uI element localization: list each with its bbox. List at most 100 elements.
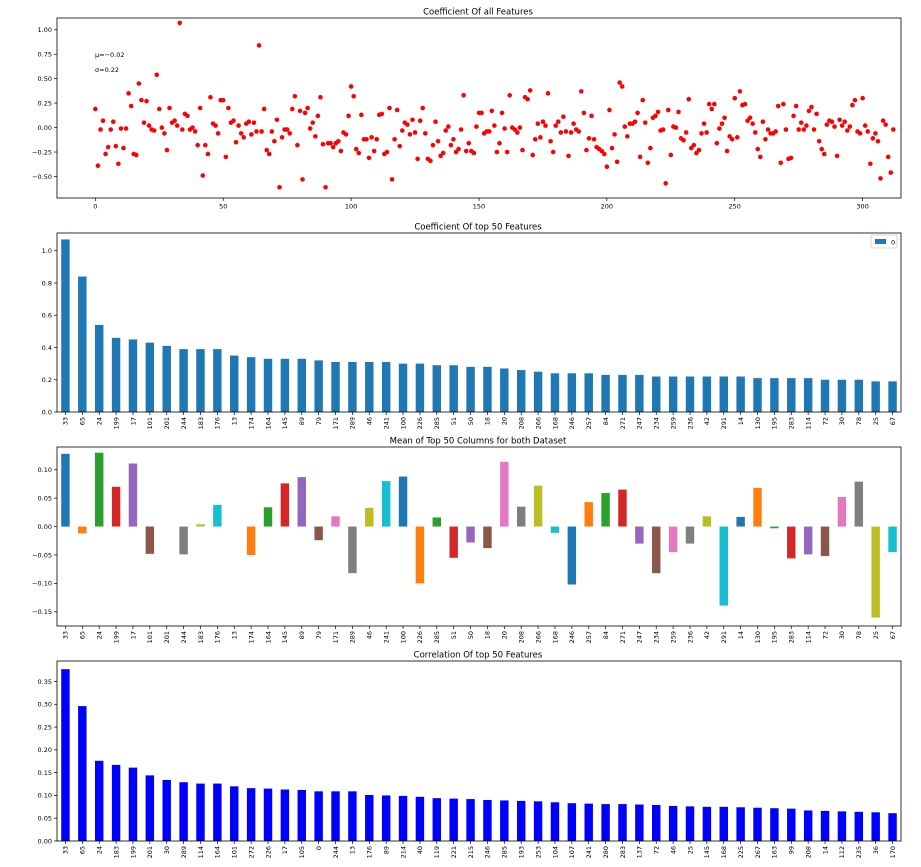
scatter-point bbox=[750, 121, 755, 126]
bar bbox=[871, 812, 880, 841]
scatter-point bbox=[233, 139, 239, 145]
bar bbox=[618, 804, 627, 841]
bar bbox=[128, 767, 138, 841]
bar bbox=[736, 516, 745, 527]
x-tick-label: 13 bbox=[231, 417, 239, 425]
scatter-y-axis: 1.00 0.75 0.50 0.25 0.00 −0.25 −0.50 bbox=[32, 26, 57, 181]
scatter-point bbox=[637, 154, 643, 160]
x-tick-label: 291 bbox=[720, 631, 728, 643]
scatter-point bbox=[157, 106, 162, 112]
y-tick-label: 1.00 bbox=[38, 26, 52, 34]
bar bbox=[449, 365, 458, 412]
x-tick-label: 214 bbox=[399, 846, 407, 858]
x-tick-label: 24 bbox=[96, 846, 104, 854]
bar bbox=[533, 801, 543, 841]
scatter-point bbox=[338, 148, 344, 154]
y-tick-label: 0.05 bbox=[38, 494, 52, 502]
scatter-point bbox=[717, 126, 722, 131]
x-tick-label: 100 bbox=[345, 203, 357, 211]
scatter-point bbox=[847, 124, 853, 129]
x-tick-label: 289 bbox=[349, 631, 357, 643]
scatter-point bbox=[144, 98, 149, 104]
x-tick-label: 208 bbox=[804, 846, 812, 858]
scatter-point bbox=[781, 101, 786, 107]
x-tick-label: 51 bbox=[450, 417, 458, 425]
scatter-point bbox=[591, 137, 597, 142]
x-tick-label: 193 bbox=[518, 846, 526, 858]
bar bbox=[871, 381, 880, 412]
scatter-point bbox=[397, 143, 403, 149]
scatter-point bbox=[146, 123, 152, 128]
scatter-point bbox=[451, 137, 456, 142]
x-tick-label: 291 bbox=[720, 417, 728, 429]
x-tick-label: 208 bbox=[518, 417, 526, 429]
scatter-point bbox=[318, 94, 323, 100]
scatter-point bbox=[121, 145, 126, 151]
bar bbox=[94, 760, 104, 841]
bar bbox=[736, 807, 745, 841]
scatter-point bbox=[448, 142, 454, 148]
x-tick-label: 25 bbox=[872, 631, 880, 639]
scatter-point bbox=[128, 103, 134, 109]
x-tick-label: 33 bbox=[62, 631, 70, 639]
x-tick-label: 241 bbox=[585, 846, 593, 858]
bar bbox=[213, 504, 222, 527]
bar bbox=[803, 810, 813, 841]
bar bbox=[516, 800, 526, 841]
scatter-point bbox=[174, 123, 180, 128]
scatter-point bbox=[850, 102, 855, 108]
y-tick-label: −0.10 bbox=[32, 580, 52, 588]
scatter-point bbox=[307, 126, 313, 131]
scatter-point bbox=[430, 142, 436, 148]
scatter-point bbox=[266, 151, 272, 157]
bar bbox=[820, 526, 830, 557]
scatter-point bbox=[466, 140, 472, 146]
bar bbox=[584, 803, 593, 841]
scatter-point bbox=[540, 119, 546, 124]
corr-x-axis: 33 65 24 183 199 201 30 289 114 164 101 272 226 17 105… bbox=[62, 841, 897, 858]
bar bbox=[601, 374, 610, 412]
scatter-point bbox=[274, 117, 280, 123]
x-tick-label: 101 bbox=[146, 631, 154, 643]
bar bbox=[415, 796, 425, 841]
y-tick-label: 0.00 bbox=[38, 837, 52, 845]
x-tick-label: 235 bbox=[855, 846, 863, 858]
corr-bars bbox=[61, 669, 897, 841]
x-tick-label: 84 bbox=[602, 417, 610, 425]
scatter-point bbox=[215, 131, 221, 136]
bar bbox=[567, 373, 577, 412]
bar bbox=[584, 502, 593, 527]
y-tick-label: 0.20 bbox=[38, 746, 52, 754]
scatter-point bbox=[788, 155, 794, 161]
bar bbox=[635, 804, 644, 841]
scatter-point bbox=[878, 176, 883, 181]
bar bbox=[280, 358, 290, 412]
scatter-point bbox=[507, 92, 512, 98]
x-tick-label: 99 bbox=[788, 846, 796, 854]
bar bbox=[466, 799, 475, 841]
x-tick-label: 101 bbox=[146, 417, 154, 429]
bar bbox=[179, 349, 188, 412]
scatter-point bbox=[479, 110, 484, 116]
scatter-point bbox=[891, 127, 896, 132]
scatter-point bbox=[783, 127, 789, 132]
x-tick-label: 50 bbox=[467, 631, 475, 639]
x-tick-label: 236 bbox=[686, 417, 694, 429]
bar bbox=[685, 806, 695, 841]
bar bbox=[635, 374, 644, 412]
scatter-point bbox=[443, 128, 449, 133]
x-tick-label: 89 bbox=[382, 846, 390, 854]
bar bbox=[702, 376, 712, 412]
scatter-point bbox=[223, 154, 229, 160]
coef-bars bbox=[61, 239, 897, 412]
bar bbox=[770, 808, 779, 841]
scatter-point bbox=[369, 135, 374, 140]
scatter-point bbox=[527, 88, 533, 93]
x-tick-label: 18 bbox=[484, 417, 492, 425]
scatter-point bbox=[461, 92, 466, 98]
bar bbox=[111, 764, 121, 841]
x-tick-label: 199 bbox=[129, 846, 137, 858]
bar bbox=[466, 366, 475, 412]
scatter-point bbox=[489, 108, 495, 114]
bar bbox=[871, 526, 880, 618]
